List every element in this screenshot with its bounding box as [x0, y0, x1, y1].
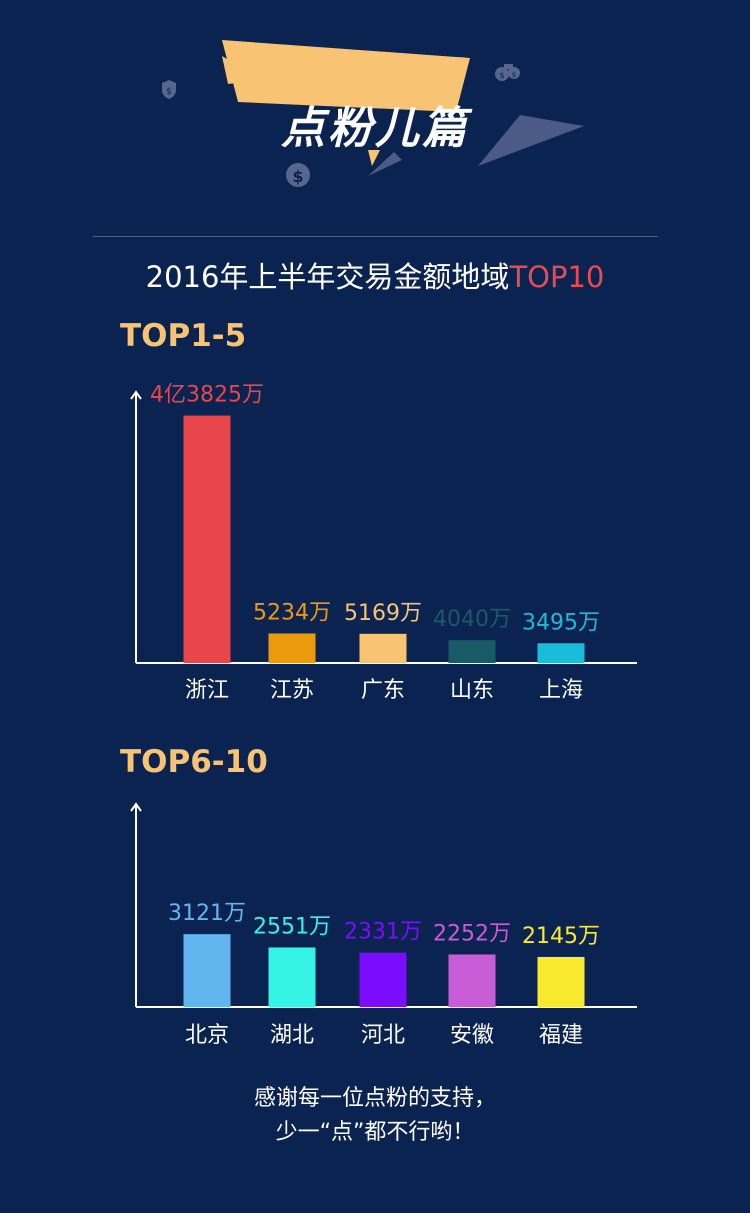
header-banner: $ $ $ $ 点粉儿篇 — [0, 0, 750, 220]
category-label: 安徽 — [450, 1023, 494, 1048]
banner-main-shape — [222, 40, 470, 112]
data-label: 4亿3825万 — [150, 383, 264, 408]
bar-广东 — [359, 633, 407, 663]
chart-top6-10: 3121万北京 2551万湖北 2331万河北 2252万安徽 2145万福建 — [0, 790, 750, 1060]
main-title: 2016年上半年交易金额地域TOP10 — [0, 254, 750, 296]
chart-title-top6-10: TOP6-10 — [120, 744, 268, 780]
footer-message: 感谢每一位点粉的支持， 少一“点”都不行哟！ — [0, 1082, 750, 1150]
y-axis-arrow — [130, 802, 142, 812]
category-label: 湖北 — [270, 1023, 314, 1048]
category-label: 福建 — [539, 1023, 583, 1048]
title-divider — [93, 236, 658, 237]
bar-河北 — [359, 952, 407, 1007]
svg-text:$: $ — [166, 87, 172, 97]
category-label: 山东 — [450, 678, 494, 703]
shield-icon: $ — [162, 80, 176, 99]
data-label: 5169万 — [344, 601, 422, 626]
bar-浙江 — [183, 415, 231, 663]
data-label: 2551万 — [253, 914, 331, 939]
data-label: 3495万 — [522, 610, 600, 635]
svg-text:$: $ — [512, 71, 516, 79]
svg-text:$: $ — [499, 71, 504, 80]
data-label: 5234万 — [253, 600, 331, 625]
data-label: 2145万 — [522, 924, 600, 949]
y-axis-arrow — [130, 390, 142, 400]
bar-安徽 — [448, 954, 496, 1007]
chart-top1-5: 4亿3825万 浙江 5234万江苏 5169万广东 4040万山东 3495万上海 — [0, 360, 750, 705]
bar-江苏 — [268, 633, 316, 663]
category-label: 北京 — [185, 1023, 229, 1048]
banner-graphic: $ $ $ $ — [162, 40, 584, 187]
banner-left-flag — [222, 56, 262, 84]
banner-shadow-small — [368, 152, 402, 176]
category-label: 上海 — [539, 678, 583, 703]
bar-山东 — [448, 640, 496, 663]
banner-shadow-right — [478, 115, 584, 166]
main-title-text: 2016年上半年交易金额地域 — [145, 260, 510, 294]
data-label: 2252万 — [433, 921, 511, 946]
category-label: 浙江 — [185, 678, 229, 703]
svg-text:$: $ — [292, 167, 303, 186]
category-label: 河北 — [361, 1023, 405, 1048]
data-label: 3121万 — [168, 901, 246, 926]
footer-line-2: 少一“点”都不行哟！ — [275, 1120, 475, 1145]
category-label: 江苏 — [270, 678, 314, 703]
main-title-highlight: TOP10 — [509, 260, 605, 294]
category-label: 广东 — [361, 678, 405, 703]
bar-北京 — [183, 934, 231, 1007]
money-bag-icon: $ $ — [495, 64, 520, 81]
hero-title: 点粉儿篇 — [281, 103, 469, 154]
data-label: 2331万 — [344, 920, 422, 945]
data-label: 4040万 — [433, 607, 511, 632]
bar-福建 — [537, 956, 585, 1007]
banner-tip — [368, 150, 380, 166]
bar-上海 — [537, 643, 585, 663]
chart-title-top1-5: TOP1-5 — [120, 318, 247, 354]
footer-line-1: 感谢每一位点粉的支持， — [253, 1086, 496, 1111]
coin-icon: $ — [286, 163, 310, 187]
bar-湖北 — [268, 947, 316, 1007]
